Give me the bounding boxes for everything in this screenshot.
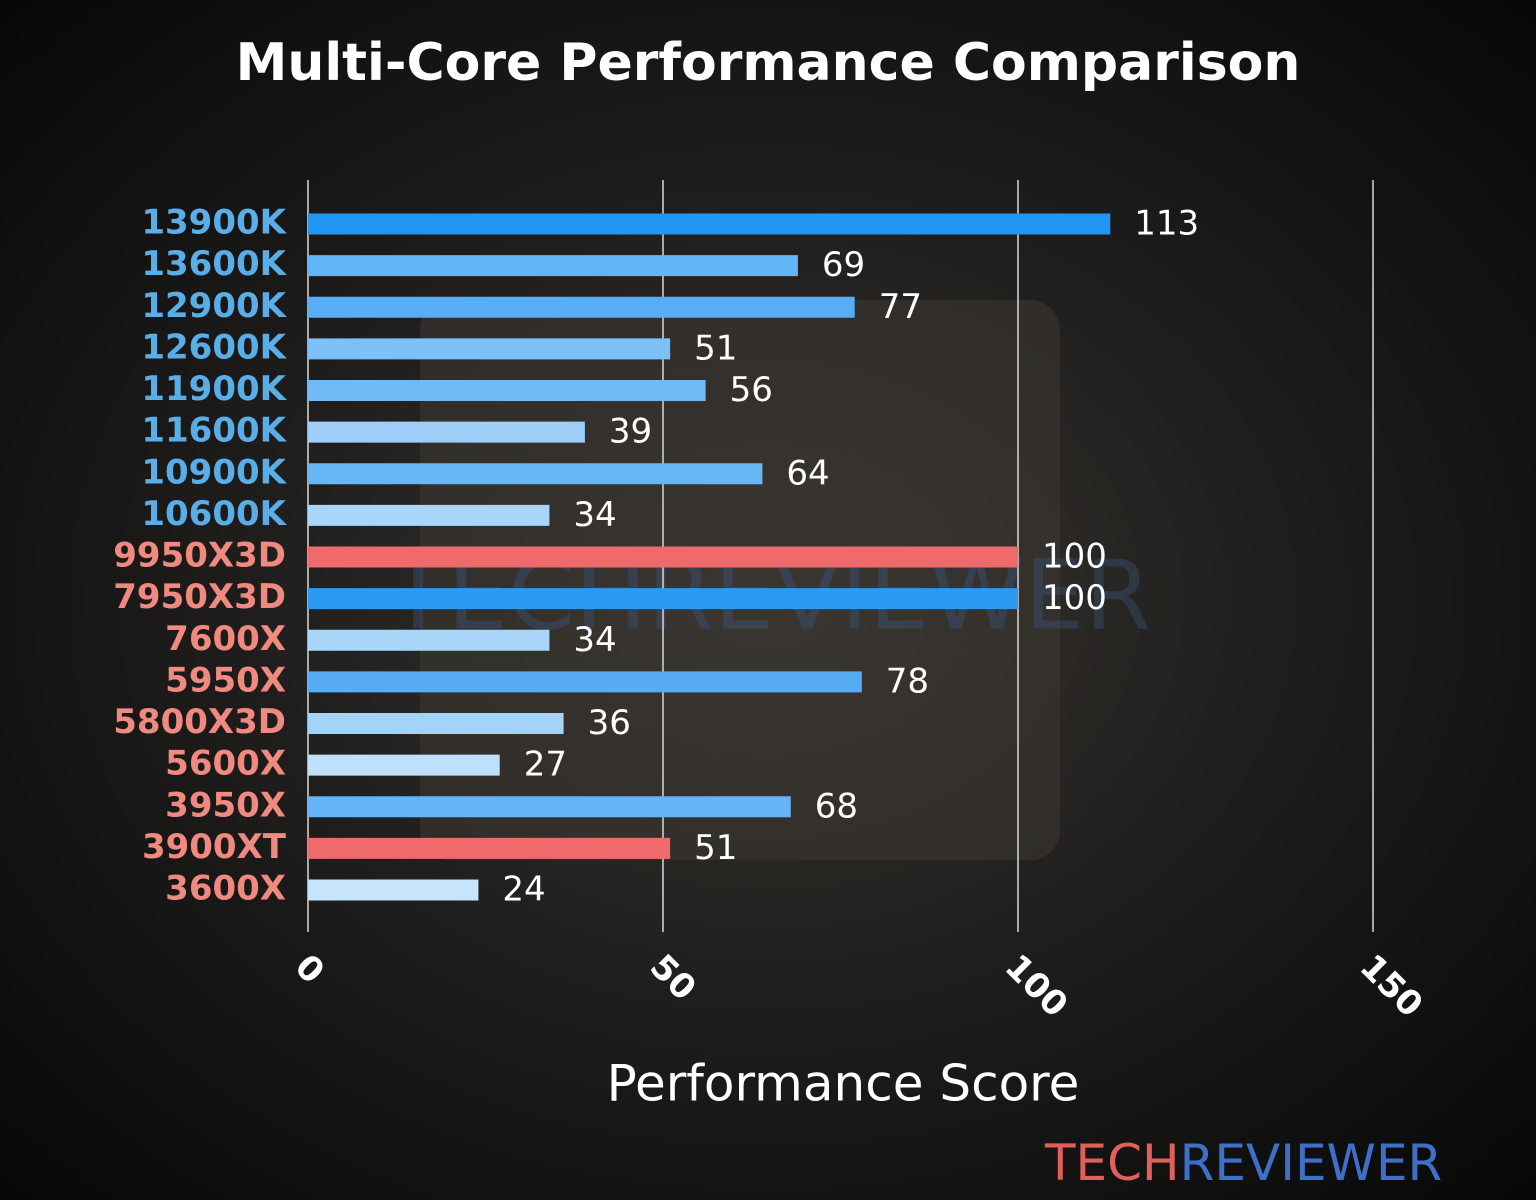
- y-tick-label: 3900XT: [142, 827, 287, 867]
- value-label: 39: [609, 412, 652, 452]
- bar: [308, 504, 550, 526]
- value-label: 77: [879, 287, 922, 327]
- bar: [308, 796, 791, 818]
- bar: [308, 296, 855, 318]
- value-label: 113: [1134, 204, 1199, 244]
- bar: [308, 671, 862, 693]
- value-label: 36: [588, 703, 631, 743]
- bar: [308, 629, 550, 651]
- bar: [308, 837, 671, 859]
- y-tick-label: 5600X: [165, 744, 286, 784]
- x-axis-label: Performance Score: [607, 1055, 1080, 1113]
- y-tick-label: 7950X3D: [113, 577, 286, 617]
- bar: [308, 213, 1111, 235]
- y-tick-label: 3600X: [165, 869, 286, 909]
- y-tick-label: 11900K: [141, 369, 287, 409]
- y-tick-label: 13600K: [141, 244, 287, 284]
- value-label: 51: [694, 828, 737, 868]
- brand-part: TECH: [1044, 1134, 1180, 1192]
- value-label: 100: [1042, 578, 1107, 618]
- value-label: 51: [694, 328, 737, 368]
- y-tick-label: 10600K: [141, 494, 287, 534]
- y-tick-label: 12900K: [141, 286, 287, 326]
- y-tick-label: 3950X: [165, 785, 286, 825]
- value-label: 56: [730, 370, 773, 410]
- y-tick-label: 7600X: [165, 619, 286, 659]
- value-label: 34: [573, 495, 616, 535]
- y-tick-label: 12600K: [141, 327, 287, 367]
- y-tick-label: 9950X3D: [113, 536, 286, 576]
- value-label: 64: [786, 453, 829, 493]
- value-label: 78: [886, 661, 929, 701]
- y-tick-label: 13900K: [141, 203, 287, 243]
- y-tick-label: 11600K: [141, 411, 287, 451]
- value-label: 100: [1042, 537, 1107, 577]
- bar: [308, 713, 564, 734]
- value-label: 27: [524, 745, 567, 785]
- value-label: 24: [502, 870, 545, 910]
- bar: [308, 463, 763, 485]
- value-label: 34: [573, 620, 616, 660]
- bar: [308, 588, 1018, 610]
- chart-title: Multi-Core Performance Comparison: [236, 33, 1301, 93]
- bar: [308, 338, 671, 360]
- value-label: 68: [815, 786, 858, 826]
- bar: [308, 546, 1018, 568]
- bar: [308, 421, 585, 443]
- bar: [308, 754, 500, 776]
- bar: [308, 380, 706, 401]
- bar: [308, 879, 479, 901]
- bar: [308, 255, 798, 277]
- brand: TECHREVIEWER: [1044, 1134, 1442, 1192]
- y-tick-label: 5800X3D: [113, 702, 286, 742]
- y-tick-label: 5950X: [165, 660, 286, 700]
- brand-part: REVIEWER: [1180, 1134, 1443, 1192]
- value-label: 69: [822, 245, 865, 285]
- y-tick-label: 10900K: [141, 452, 287, 492]
